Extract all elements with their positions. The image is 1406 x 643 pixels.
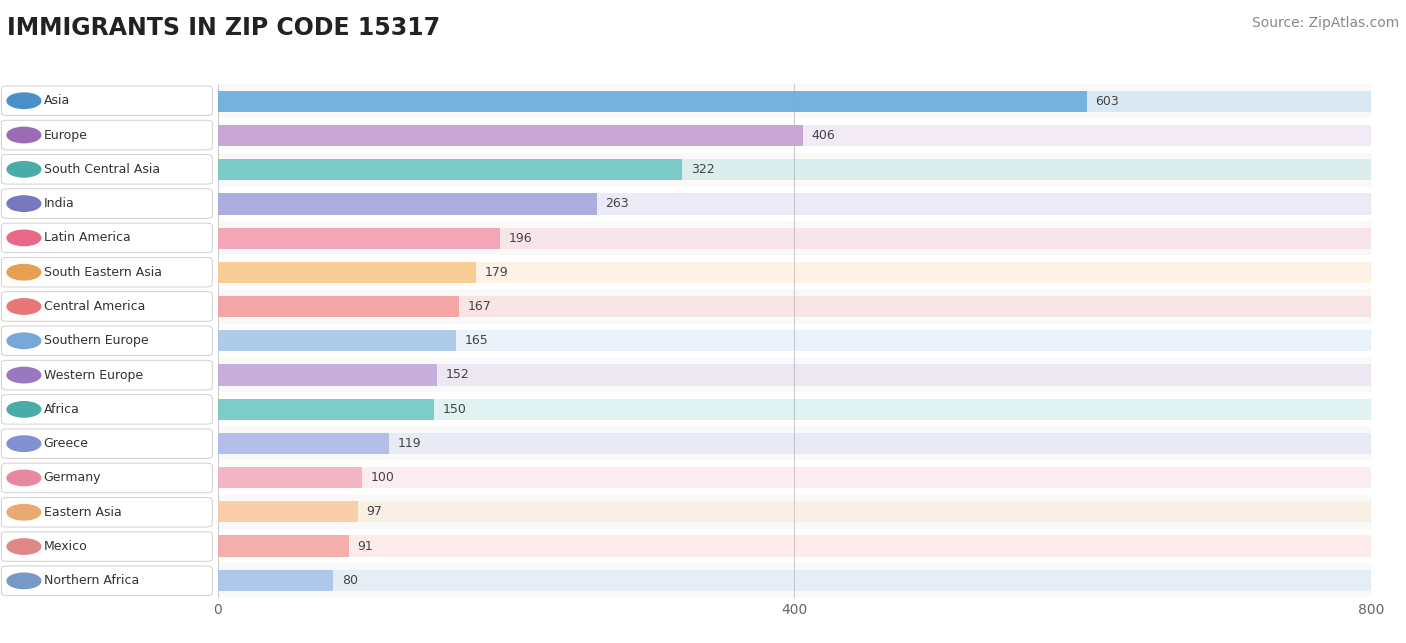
- Bar: [218, 194, 598, 215]
- Text: Northern Africa: Northern Africa: [44, 574, 139, 587]
- Bar: [218, 365, 1371, 386]
- Text: 91: 91: [357, 539, 374, 552]
- Text: Europe: Europe: [44, 129, 87, 141]
- Text: 406: 406: [811, 129, 835, 142]
- Bar: [218, 563, 1371, 597]
- Bar: [218, 399, 434, 420]
- Bar: [218, 365, 437, 386]
- Bar: [218, 228, 501, 249]
- Text: 119: 119: [398, 437, 422, 450]
- Text: 322: 322: [690, 163, 714, 176]
- Text: Source: ZipAtlas.com: Source: ZipAtlas.com: [1251, 16, 1399, 30]
- Bar: [218, 460, 1371, 494]
- Text: 150: 150: [443, 403, 467, 415]
- Bar: [218, 570, 333, 591]
- Bar: [218, 159, 682, 181]
- Bar: [218, 392, 1371, 426]
- Bar: [218, 228, 1371, 249]
- Text: 165: 165: [464, 334, 488, 347]
- Text: 167: 167: [467, 300, 491, 313]
- Bar: [218, 433, 389, 454]
- Bar: [218, 426, 1371, 460]
- Bar: [218, 125, 803, 146]
- Text: IMMIGRANTS IN ZIP CODE 15317: IMMIGRANTS IN ZIP CODE 15317: [7, 16, 440, 40]
- Bar: [218, 529, 1371, 563]
- Bar: [218, 331, 456, 351]
- Bar: [218, 289, 1371, 323]
- Bar: [218, 433, 1371, 454]
- Text: Mexico: Mexico: [44, 540, 87, 553]
- Bar: [218, 501, 1371, 522]
- Text: 179: 179: [485, 266, 509, 279]
- Bar: [218, 323, 1371, 358]
- Bar: [218, 125, 1371, 146]
- Text: South Central Asia: South Central Asia: [44, 163, 160, 176]
- Bar: [218, 187, 1371, 221]
- Bar: [218, 358, 1371, 392]
- Text: 100: 100: [371, 471, 395, 484]
- Bar: [218, 152, 1371, 187]
- Text: Western Europe: Western Europe: [44, 368, 143, 381]
- Bar: [218, 221, 1371, 255]
- Text: 152: 152: [446, 368, 470, 381]
- Text: 263: 263: [606, 197, 630, 210]
- Text: Central America: Central America: [44, 300, 145, 313]
- Bar: [218, 467, 1371, 488]
- Bar: [218, 536, 349, 557]
- Bar: [218, 331, 1371, 351]
- Text: 97: 97: [367, 505, 382, 518]
- Bar: [218, 262, 475, 283]
- Text: 196: 196: [509, 231, 533, 245]
- Bar: [218, 159, 1371, 181]
- Bar: [218, 536, 1371, 557]
- Text: Greece: Greece: [44, 437, 89, 450]
- Text: Asia: Asia: [44, 95, 70, 107]
- Text: India: India: [44, 197, 75, 210]
- Bar: [218, 494, 1371, 529]
- Text: 80: 80: [342, 574, 359, 586]
- Bar: [218, 118, 1371, 152]
- Bar: [218, 570, 1371, 591]
- Bar: [218, 91, 1087, 112]
- Text: Africa: Africa: [44, 403, 80, 416]
- Bar: [218, 501, 357, 522]
- Bar: [218, 296, 458, 317]
- Text: 603: 603: [1095, 95, 1119, 108]
- Bar: [218, 84, 1371, 118]
- Bar: [218, 255, 1371, 289]
- Bar: [218, 467, 363, 488]
- Text: Germany: Germany: [44, 471, 101, 484]
- Bar: [218, 399, 1371, 420]
- Bar: [218, 91, 1371, 112]
- Bar: [218, 262, 1371, 283]
- Text: Latin America: Latin America: [44, 231, 131, 244]
- Text: Eastern Asia: Eastern Asia: [44, 506, 121, 519]
- Bar: [218, 194, 1371, 215]
- Bar: [218, 296, 1371, 317]
- Text: Southern Europe: Southern Europe: [44, 334, 148, 347]
- Text: South Eastern Asia: South Eastern Asia: [44, 266, 162, 278]
